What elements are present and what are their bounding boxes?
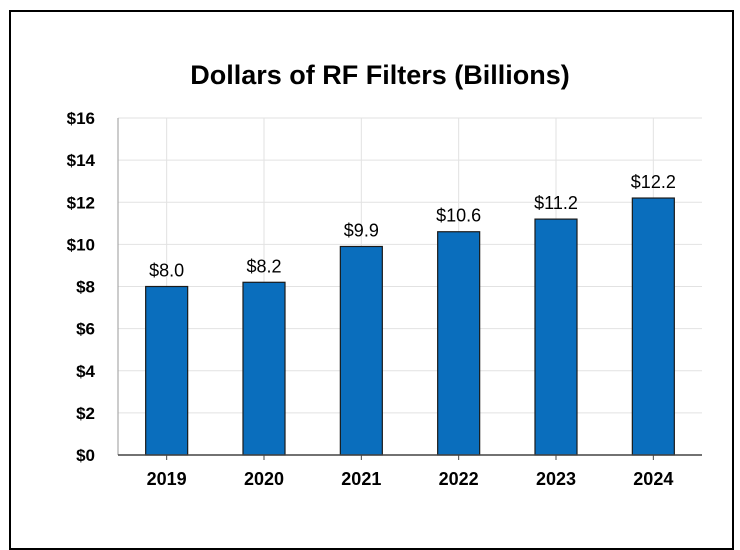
y-tick-label: $4 bbox=[76, 362, 95, 381]
y-tick-label: $16 bbox=[67, 109, 95, 128]
data-label: $9.9 bbox=[344, 220, 379, 240]
x-tick-label: 2020 bbox=[244, 469, 284, 489]
y-tick-label: $10 bbox=[67, 235, 95, 254]
data-label: $10.6 bbox=[436, 206, 481, 226]
y-tick-label: $6 bbox=[76, 320, 95, 339]
y-tick-label: $0 bbox=[76, 446, 95, 465]
x-tick-label: 2024 bbox=[633, 469, 673, 489]
x-tick-label: 2022 bbox=[439, 469, 479, 489]
y-axis: $0 $2 $4 $6 $8 $10 $12 $14 $16 bbox=[67, 109, 119, 465]
x-tick-label: 2023 bbox=[536, 469, 576, 489]
bar-chart: Dollars of RF Filters (Billions) $0$2$4$… bbox=[67, 60, 702, 489]
data-label: $8.0 bbox=[149, 261, 184, 281]
x-tick-label: 2021 bbox=[341, 469, 381, 489]
bar bbox=[631, 197, 675, 456]
y-tick-label: $2 bbox=[76, 404, 95, 423]
data-labels: $8.0 $8.2 $9.9 $10.6 $11.2 $12.2 bbox=[149, 172, 676, 280]
bar bbox=[339, 245, 383, 456]
bar bbox=[437, 231, 481, 456]
bars bbox=[145, 197, 675, 456]
x-axis: 2019 2020 2021 2022 2023 2024 bbox=[118, 454, 702, 489]
y-tick-label: $12 bbox=[67, 193, 95, 212]
bar bbox=[145, 285, 189, 456]
x-tick-label: 2019 bbox=[147, 469, 187, 489]
gridlines bbox=[118, 117, 702, 455]
data-label: $8.2 bbox=[246, 256, 281, 276]
y-tick-label: $8 bbox=[76, 278, 95, 297]
data-label: $12.2 bbox=[631, 172, 676, 192]
y-tick-label: $14 bbox=[67, 151, 96, 170]
data-label: $11.2 bbox=[534, 193, 578, 213]
chart-title: Dollars of RF Filters (Billions) bbox=[190, 60, 570, 90]
bar bbox=[242, 281, 286, 456]
bar bbox=[534, 218, 578, 456]
